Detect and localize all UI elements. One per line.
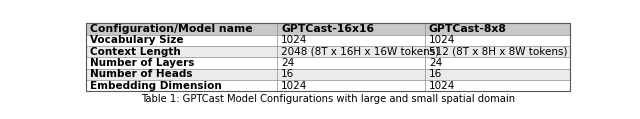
Text: 2048 (8T x 16H x 16W tokens): 2048 (8T x 16H x 16W tokens) — [281, 47, 440, 57]
Bar — [86, 23, 277, 35]
Bar — [277, 69, 425, 80]
Bar — [277, 46, 425, 57]
Bar — [86, 57, 277, 69]
Bar — [425, 69, 570, 80]
Bar — [86, 35, 277, 46]
Bar — [425, 35, 570, 46]
Text: 1024: 1024 — [281, 81, 307, 91]
Bar — [86, 69, 277, 80]
Text: 1024: 1024 — [429, 81, 455, 91]
Text: Number of Layers: Number of Layers — [90, 58, 195, 68]
Text: 1024: 1024 — [281, 35, 307, 45]
Text: 512 (8T x 8H x 8W tokens): 512 (8T x 8H x 8W tokens) — [429, 47, 567, 57]
Text: Configuration/Model name: Configuration/Model name — [90, 24, 253, 34]
Bar — [277, 80, 425, 91]
Text: Number of Heads: Number of Heads — [90, 69, 193, 79]
Bar — [425, 46, 570, 57]
Text: 24: 24 — [281, 58, 294, 68]
Text: GPTCast-8x8: GPTCast-8x8 — [429, 24, 507, 34]
Bar — [425, 23, 570, 35]
Text: 16: 16 — [281, 69, 294, 79]
Text: 16: 16 — [429, 69, 442, 79]
Bar — [86, 46, 277, 57]
Bar — [425, 57, 570, 69]
Text: Context Length: Context Length — [90, 47, 180, 57]
Bar — [277, 35, 425, 46]
Text: 1024: 1024 — [429, 35, 455, 45]
Text: GPTCast-16x16: GPTCast-16x16 — [281, 24, 374, 34]
Bar — [425, 80, 570, 91]
Text: Vocabulary Size: Vocabulary Size — [90, 35, 184, 45]
Bar — [86, 80, 277, 91]
Bar — [86, 23, 570, 91]
Bar — [277, 57, 425, 69]
Text: Table 1: GPTCast Model Configurations with large and small spatial domain: Table 1: GPTCast Model Configurations wi… — [141, 94, 515, 104]
Text: Embedding Dimension: Embedding Dimension — [90, 81, 221, 91]
Bar — [277, 23, 425, 35]
Text: 24: 24 — [429, 58, 442, 68]
